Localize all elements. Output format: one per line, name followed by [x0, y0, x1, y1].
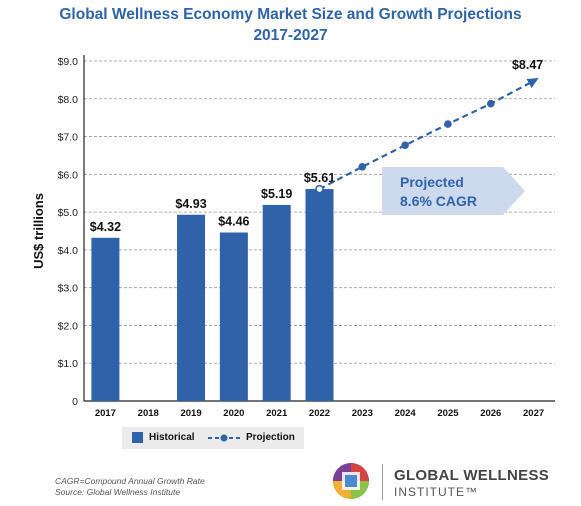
x-tick-label: 2022	[309, 408, 330, 419]
bar-2019	[177, 214, 206, 401]
bar-value-label: $4.32	[90, 220, 121, 234]
projection-point	[358, 162, 367, 171]
cagr-annotation-arrow	[382, 167, 525, 215]
logo-divider	[382, 464, 383, 500]
y-tick-label: $5.0	[58, 207, 79, 219]
bar-2022	[305, 189, 334, 401]
projection-line	[318, 80, 535, 191]
projection-point	[486, 99, 495, 108]
x-tick-label: 2019	[180, 408, 201, 419]
annotation-line1: Projected	[400, 174, 464, 190]
chart-title: Global Wellness Economy Market Size and …	[0, 4, 581, 46]
projection-point	[444, 120, 452, 128]
y-tick-label: $1.0	[58, 358, 79, 370]
bar-value-label: $5.19	[261, 187, 292, 201]
bar-2020	[219, 232, 248, 401]
bar-value-label: $4.93	[175, 197, 206, 211]
projection-arrowhead	[526, 78, 539, 89]
gwi-logo-mark	[333, 463, 369, 499]
y-tick-label: 0	[72, 396, 78, 408]
x-tick-label: 2017	[95, 408, 116, 419]
y-axis-label: US$ trillions	[31, 193, 46, 269]
bar-value-label: $5.61	[304, 171, 335, 185]
legend-historical-label: Historical	[149, 432, 195, 443]
x-tick-label: 2027	[523, 408, 544, 419]
x-tick-label: 2023	[352, 408, 373, 419]
bar-2017	[91, 237, 120, 401]
note-source: Source: Global Wellness Institute	[55, 487, 181, 497]
projection-point	[401, 141, 409, 150]
projection-point-start	[315, 184, 324, 194]
y-tick-label: $3.0	[58, 283, 79, 295]
x-tick-label: 2021	[266, 408, 288, 419]
projection-end-label: $8.47	[512, 58, 543, 72]
legend-historical-swatch	[132, 432, 143, 443]
chart-legend: Historical Projection	[122, 427, 304, 449]
chart-title-line2: 2017-2027	[253, 27, 328, 44]
gwi-logo: GLOBAL WELLNESS INSTITUTE™	[332, 458, 572, 506]
logo-text-line2: INSTITUTE™	[394, 485, 478, 499]
x-tick-label: 2025	[437, 408, 459, 419]
legend-projection-swatch	[208, 434, 240, 442]
x-tick-label: 2018	[138, 408, 159, 419]
bar-2021	[262, 204, 291, 401]
y-tick-label: $9.0	[58, 56, 79, 68]
y-tick-label: $7.0	[58, 132, 79, 144]
annotation-line2: 8.6% CAGR	[400, 193, 477, 209]
x-tick-label: 2026	[480, 408, 501, 419]
legend-projection-label: Projection	[246, 432, 295, 443]
chart-title-line1: Global Wellness Economy Market Size and …	[59, 6, 522, 23]
y-tick-label: $8.0	[58, 94, 79, 106]
y-tick-label: $6.0	[58, 169, 79, 181]
chart-notes: CAGR=Compound Annual Growth Rate Source:…	[55, 476, 205, 498]
y-tick-label: $4.0	[58, 245, 79, 257]
logo-text-line1: GLOBAL WELLNESS	[394, 467, 550, 484]
bar-value-label: $4.46	[218, 215, 249, 229]
y-tick-label: $2.0	[58, 320, 79, 332]
x-tick-label: 2020	[223, 408, 244, 419]
note-cagr: CAGR=Compound Annual Growth Rate	[55, 476, 205, 486]
x-tick-label: 2024	[395, 408, 417, 419]
